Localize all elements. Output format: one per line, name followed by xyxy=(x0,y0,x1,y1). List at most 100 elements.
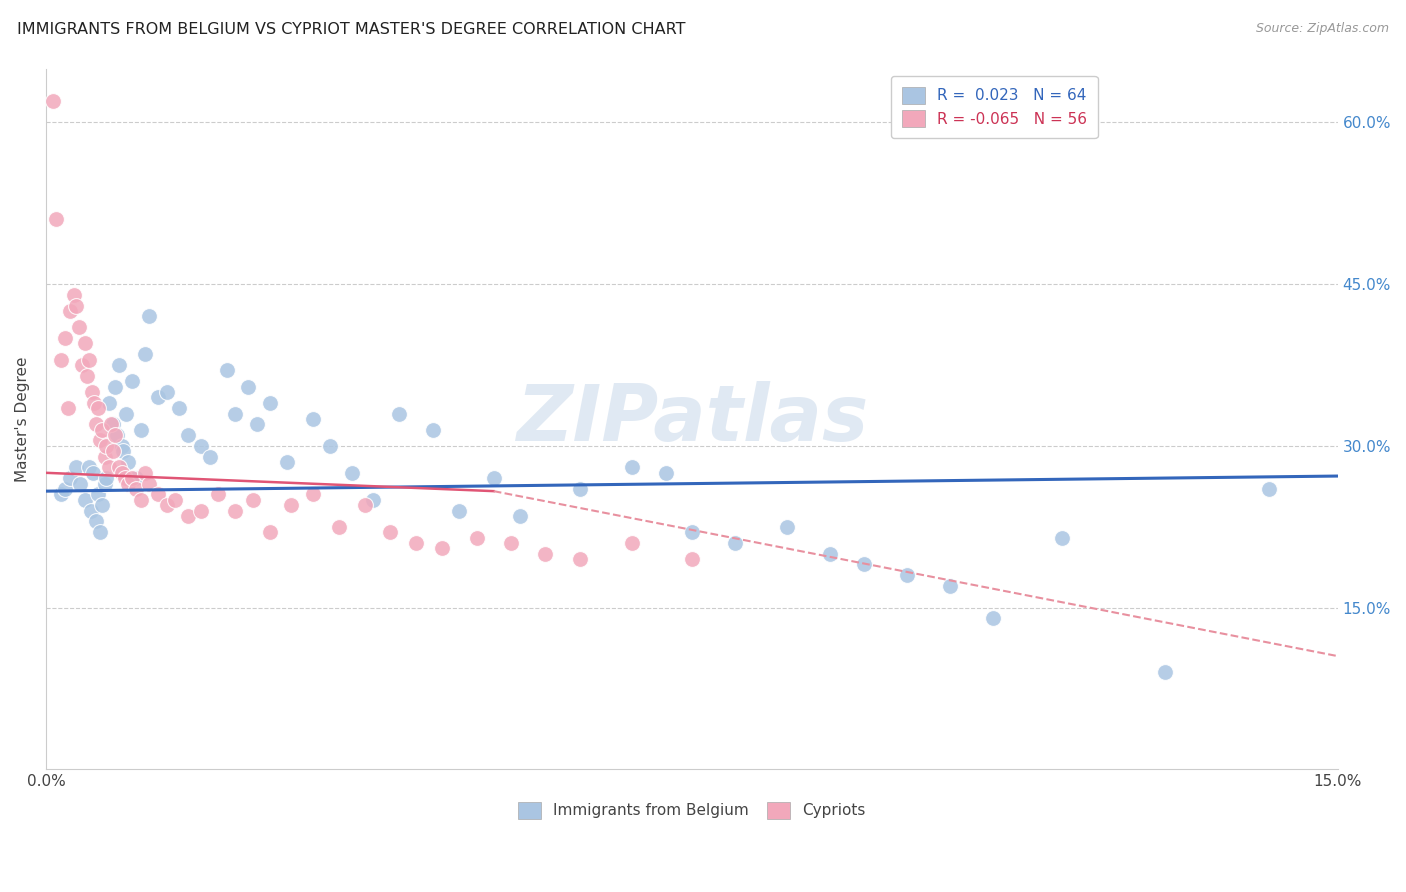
Point xyxy=(568,482,591,496)
Point xyxy=(981,611,1004,625)
Point xyxy=(83,396,105,410)
Point xyxy=(896,568,918,582)
Point xyxy=(91,423,114,437)
Point xyxy=(509,508,531,523)
Point xyxy=(65,460,87,475)
Point xyxy=(114,471,136,485)
Point xyxy=(190,503,212,517)
Point xyxy=(51,352,73,367)
Point xyxy=(138,476,160,491)
Point xyxy=(108,460,131,475)
Point xyxy=(246,417,269,432)
Point xyxy=(276,455,298,469)
Point xyxy=(77,352,100,367)
Point xyxy=(134,347,156,361)
Point xyxy=(620,536,643,550)
Point xyxy=(482,471,505,485)
Point xyxy=(93,450,115,464)
Point xyxy=(105,428,128,442)
Point xyxy=(69,476,91,491)
Point xyxy=(86,401,108,416)
Point xyxy=(215,363,238,377)
Point xyxy=(328,519,350,533)
Point xyxy=(405,536,427,550)
Point xyxy=(1050,531,1073,545)
Point xyxy=(380,525,402,540)
Point xyxy=(681,525,703,540)
Point xyxy=(430,541,453,556)
Point xyxy=(77,460,100,475)
Point xyxy=(302,412,325,426)
Point xyxy=(568,552,591,566)
Point xyxy=(724,536,747,550)
Legend: Immigrants from Belgium, Cypriots: Immigrants from Belgium, Cypriots xyxy=(512,796,872,825)
Point xyxy=(112,444,135,458)
Point xyxy=(121,374,143,388)
Point xyxy=(138,310,160,324)
Point xyxy=(177,508,200,523)
Point xyxy=(224,503,246,517)
Point xyxy=(129,492,152,507)
Point xyxy=(45,212,67,227)
Point xyxy=(775,519,797,533)
Point xyxy=(242,492,264,507)
Point xyxy=(134,466,156,480)
Point xyxy=(97,396,120,410)
Point xyxy=(449,503,471,517)
Point xyxy=(117,476,139,491)
Point xyxy=(84,417,107,432)
Point xyxy=(100,417,122,432)
Point xyxy=(388,407,411,421)
Point xyxy=(42,94,65,108)
Point xyxy=(939,579,962,593)
Point xyxy=(80,503,103,517)
Point xyxy=(53,331,76,345)
Point xyxy=(302,487,325,501)
Point xyxy=(155,384,177,399)
Point xyxy=(207,487,229,501)
Point xyxy=(96,439,118,453)
Point xyxy=(86,487,108,501)
Point xyxy=(111,439,134,453)
Point xyxy=(67,320,90,334)
Point xyxy=(146,487,169,501)
Point xyxy=(818,547,841,561)
Point xyxy=(108,358,131,372)
Point xyxy=(101,417,124,432)
Point xyxy=(56,401,79,416)
Point xyxy=(51,487,73,501)
Point xyxy=(59,471,82,485)
Point xyxy=(125,471,148,485)
Point xyxy=(238,379,260,393)
Point xyxy=(169,401,191,416)
Point xyxy=(165,492,187,507)
Text: ZIPatlas: ZIPatlas xyxy=(516,381,868,457)
Point xyxy=(76,368,98,383)
Point xyxy=(280,498,302,512)
Point xyxy=(534,547,557,561)
Point xyxy=(82,466,104,480)
Point xyxy=(115,407,138,421)
Point xyxy=(1257,482,1279,496)
Point xyxy=(89,434,111,448)
Point xyxy=(155,498,177,512)
Point xyxy=(101,444,124,458)
Point xyxy=(73,492,96,507)
Point xyxy=(340,466,363,480)
Text: IMMIGRANTS FROM BELGIUM VS CYPRIOT MASTER'S DEGREE CORRELATION CHART: IMMIGRANTS FROM BELGIUM VS CYPRIOT MASTE… xyxy=(17,22,685,37)
Point xyxy=(104,428,127,442)
Point xyxy=(177,428,200,442)
Point xyxy=(361,492,384,507)
Point xyxy=(117,455,139,469)
Point xyxy=(499,536,522,550)
Point xyxy=(65,299,87,313)
Y-axis label: Master's Degree: Master's Degree xyxy=(15,356,30,482)
Point xyxy=(681,552,703,566)
Point xyxy=(620,460,643,475)
Point xyxy=(111,466,134,480)
Point xyxy=(655,466,678,480)
Point xyxy=(73,336,96,351)
Point xyxy=(93,476,115,491)
Point xyxy=(125,482,148,496)
Point xyxy=(853,558,876,572)
